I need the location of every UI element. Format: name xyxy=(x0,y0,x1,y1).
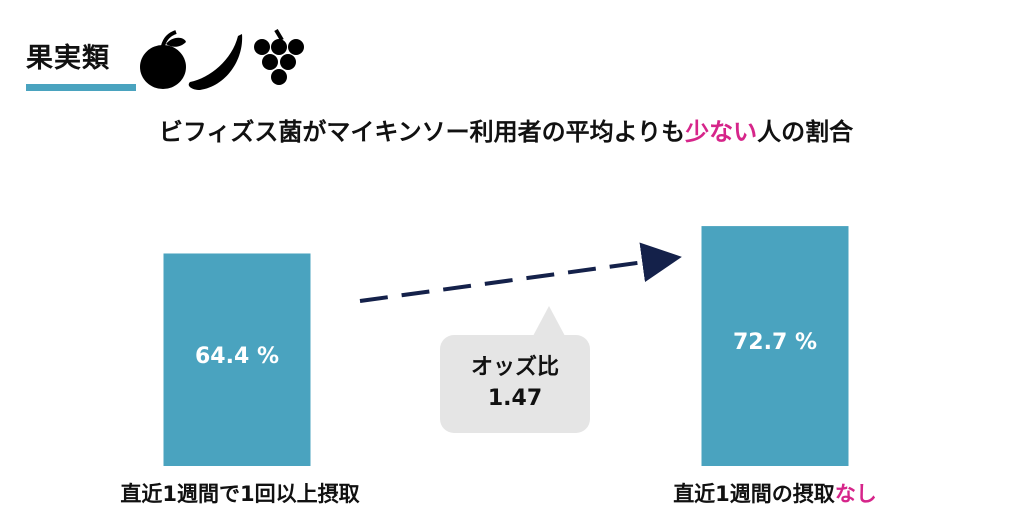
section-underline xyxy=(26,84,136,91)
odds-ratio-callout: オッズ比 1.47 xyxy=(440,335,590,433)
callout-tail xyxy=(533,306,565,336)
odds-ratio-value: 1.47 xyxy=(487,386,543,411)
trend-arrow xyxy=(359,242,682,303)
category-label-highlight: なし xyxy=(834,482,877,506)
category-label-prefix: 直近1週間の摂取 xyxy=(673,482,835,506)
section-label: 果実類 xyxy=(26,43,110,74)
chart-title: ビフィズス菌がマイキンソー利用者の平均よりも少ない人の割合 xyxy=(0,112,1012,147)
bar-1 xyxy=(163,253,311,466)
title-prefix: ビフィズス菌がマイキンソー利用者の平均よりも xyxy=(158,118,686,146)
category-label: 直近1週間で1回以上摂取 xyxy=(120,482,360,506)
title-highlight: 少ない xyxy=(685,118,758,146)
bars xyxy=(163,226,849,466)
bar-value-label: 64.4 % xyxy=(195,343,279,369)
bar-2 xyxy=(701,226,849,466)
odds-ratio-label: オッズ比 xyxy=(470,355,559,381)
title-suffix: 人の割合 xyxy=(757,118,854,146)
bar-value-label: 72.7 % xyxy=(733,330,817,356)
category-label: 直近1週間の摂取なし xyxy=(615,478,935,508)
